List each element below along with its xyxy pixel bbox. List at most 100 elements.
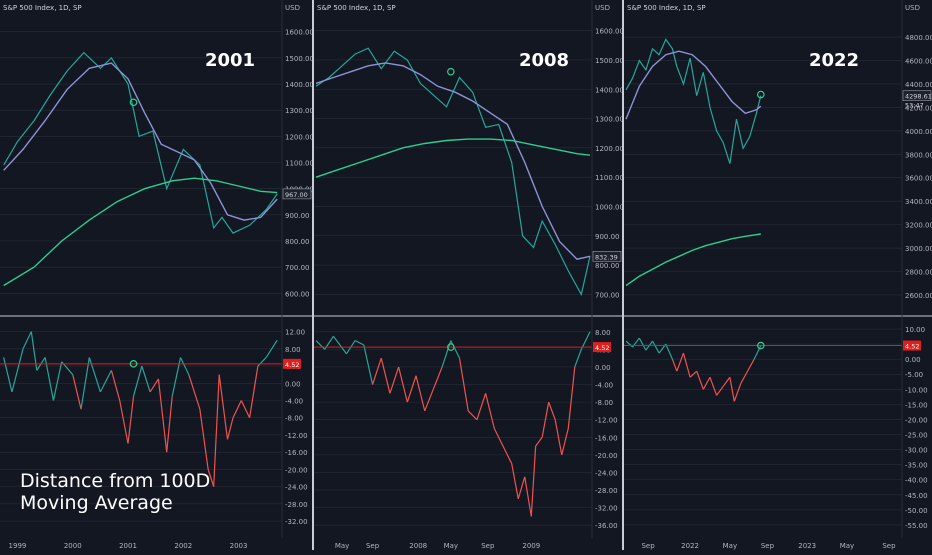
series-ma200-line: [3, 177, 278, 287]
osc-segment: [432, 366, 443, 390]
chart-header: S&P 500 Index, 1D, SP: [3, 4, 82, 12]
osc-segment: [638, 337, 647, 351]
price-tick-label: 1000.00: [595, 203, 624, 211]
osc-segment: [722, 376, 731, 387]
last-value-box: [282, 188, 312, 200]
osc-segment: [747, 358, 755, 372]
series-ma200-line: [625, 233, 761, 287]
period-label: 2008: [519, 50, 569, 71]
reference-box: [903, 340, 921, 351]
osc-segment: [213, 374, 220, 487]
osc-segment: [179, 357, 190, 375]
osc-segment: [119, 400, 129, 444]
osc-segment: [199, 409, 209, 470]
chart-divider-1: [312, 0, 314, 550]
series-ma100-line: [3, 62, 278, 221]
osc-tick-label: -50.00: [905, 507, 928, 515]
osc-segment: [127, 396, 135, 444]
price-tick-label: 3000.00: [905, 245, 932, 253]
price-tick-label: 1100.00: [595, 174, 624, 182]
osc-segment: [740, 370, 749, 384]
price-tick-label: 2800.00: [905, 268, 932, 276]
x-tick-label: 2002: [174, 542, 192, 550]
osc-tick-label: -16.00: [285, 449, 308, 457]
osc-segment: [3, 357, 13, 393]
price-tick-label: 1400.00: [285, 81, 314, 89]
series-price-line: [625, 38, 762, 164]
price-tick-label: 3200.00: [905, 222, 932, 230]
x-tick-label: 2008: [409, 542, 427, 550]
price-tick-label: 3800.00: [905, 151, 932, 159]
osc-segment: [485, 393, 495, 429]
osc-segment: [371, 357, 382, 385]
price-tick-label: 1600.00: [285, 29, 314, 37]
osc-segment: [354, 340, 365, 346]
period-label: 2001: [205, 50, 255, 71]
price-tick-label: 1200.00: [595, 145, 624, 153]
osc-segment: [502, 445, 513, 464]
osc-segment: [676, 352, 685, 372]
currency-label: USD: [595, 4, 610, 12]
osc-tick-label: 0.00: [595, 364, 611, 372]
osc-segment: [441, 340, 452, 368]
osc-segment: [458, 358, 469, 412]
price-tick-label: 2600.00: [905, 292, 932, 300]
osc-tick-label: 8.00: [595, 329, 611, 337]
osc-tick-label: -25.00: [905, 432, 928, 440]
osc-segment: [380, 358, 391, 394]
osc-segment: [141, 365, 151, 393]
osc-segment: [218, 374, 229, 440]
annotation-line-2: Moving Average: [20, 492, 173, 514]
osc-tick-label: -8.00: [595, 399, 613, 407]
currency-label: USD: [905, 4, 920, 12]
price-tick-label: 1500.00: [285, 55, 314, 63]
osc-tick-label: -24.00: [595, 469, 618, 477]
osc-segment: [249, 365, 259, 418]
osc-segment: [257, 357, 267, 367]
osc-segment: [240, 400, 251, 418]
price-tick-label: 700.00: [285, 264, 310, 272]
osc-tick-label: -12.00: [285, 432, 308, 440]
osc-segment: [11, 348, 24, 393]
x-tick-label: May: [723, 542, 737, 550]
osc-tick-label: -32.00: [285, 518, 308, 526]
last-value-sublabel: 53:47: [905, 102, 924, 110]
osc-segment: [476, 393, 487, 420]
osc-segment: [696, 371, 704, 390]
series-ma100-line: [625, 50, 762, 120]
reference-label: 4.52: [905, 343, 919, 351]
reference-box: [593, 342, 611, 353]
osc-tick-label: -4.00: [595, 382, 613, 390]
osc-segment: [517, 476, 526, 500]
osc-segment: [22, 331, 32, 350]
panel-1: 600.00700.00800.00900.001000.001100.0012…: [0, 0, 314, 550]
price-tick-label: 700.00: [595, 291, 620, 299]
annotation-line-1: Distance from 100D: [20, 470, 211, 492]
series-price-line: [315, 47, 591, 297]
price-marker: [129, 98, 138, 107]
last-value-label: 967.00: [285, 191, 308, 199]
osc-tick-label: -16.00: [595, 434, 618, 442]
osc-segment: [625, 340, 634, 348]
osc-tick-label: 0.00: [905, 356, 921, 364]
chart-header: S&P 500 Index, 1D, SP: [317, 4, 396, 12]
osc-segment: [733, 383, 742, 402]
osc-segment: [541, 402, 550, 438]
osc-segment: [232, 400, 242, 418]
osc-tick-label: -40.00: [905, 477, 928, 485]
osc-tick-label: -10.00: [905, 386, 928, 394]
price-marker: [447, 67, 455, 76]
osc-segment: [415, 375, 426, 412]
price-tick-label: 1500.00: [595, 57, 624, 65]
osc-tick-label: 10.00: [905, 326, 925, 334]
osc-segment: [398, 366, 408, 403]
osc-segment: [265, 339, 278, 358]
period-label: 2022: [809, 50, 859, 71]
osc-segment: [188, 374, 201, 410]
price-tick-label: 4800.00: [905, 34, 932, 42]
osc-segment: [110, 370, 121, 401]
osc-segment: [682, 352, 691, 378]
reference-label: 4.52: [595, 344, 609, 352]
price-tick-label: 800.00: [595, 262, 620, 270]
osc-segment: [671, 358, 678, 372]
